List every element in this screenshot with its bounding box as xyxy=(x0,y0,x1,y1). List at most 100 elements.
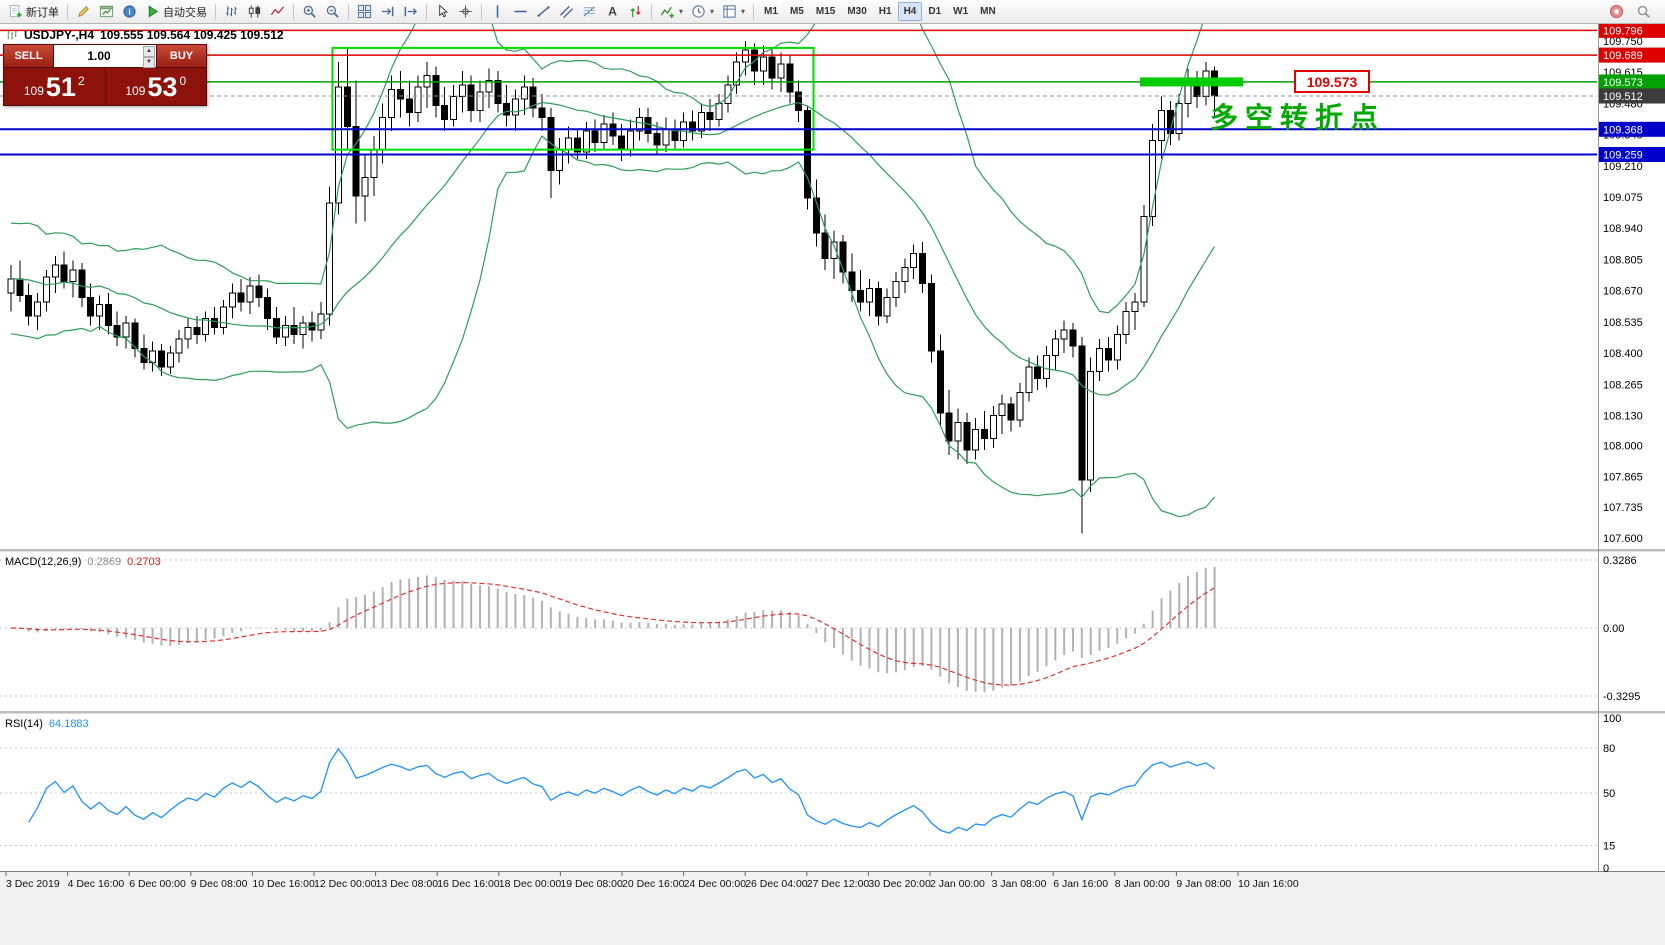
vertical-line-button[interactable] xyxy=(486,2,509,22)
zoom-in-button[interactable] xyxy=(298,2,321,22)
tile-windows-button[interactable] xyxy=(353,2,376,22)
line-chart-button[interactable] xyxy=(266,2,289,22)
time-axis-label: 19 Dec 08:00 xyxy=(560,878,623,890)
bar-chart-button[interactable] xyxy=(220,2,243,22)
time-axis-strip[interactable] xyxy=(0,872,1665,945)
auto-scroll-icon xyxy=(381,6,394,17)
timeframe-w1-button[interactable]: W1 xyxy=(953,6,969,17)
indicators-dropdown[interactable]: ▾ xyxy=(656,2,687,22)
help-button[interactable]: i xyxy=(118,2,141,22)
volume-spinner: ▲ ▼ xyxy=(143,46,155,68)
timeframe-mn-button[interactable]: MN xyxy=(980,6,996,17)
new-order-label: 新订单 xyxy=(26,6,59,19)
macd-name: MACD(12,26,9) xyxy=(5,556,82,568)
periods-dropdown[interactable]: ▾ xyxy=(687,2,718,22)
timeframe-h4-button[interactable]: H4 xyxy=(897,2,923,21)
timeframe-d1-button[interactable]: D1 xyxy=(928,6,942,17)
price-marker xyxy=(1599,121,1665,137)
rsi-scale-label: 15 xyxy=(1603,841,1615,853)
price-tick-label: 108.805 xyxy=(1603,254,1643,266)
crosshair-button[interactable] xyxy=(454,2,477,22)
macd-scale-label: 0.3286 xyxy=(1603,555,1637,567)
chart-window-icon xyxy=(99,5,114,18)
svg-text:A: A xyxy=(608,5,617,19)
main-price-pane xyxy=(0,24,1597,534)
bollinger-bands xyxy=(10,24,1216,518)
horizontal-line-button[interactable] xyxy=(509,2,532,22)
pane-splitter[interactable] xyxy=(0,711,1665,714)
time-axis[interactable]: 3 Dec 2019 4 Dec 16:00 6 Dec 00:00 9 Dec 08… xyxy=(5,872,1299,890)
chart-title-icon xyxy=(7,30,18,40)
timeframe-m5-button[interactable]: M5 xyxy=(789,6,804,17)
support-icon xyxy=(1609,4,1624,19)
macd-histogram xyxy=(18,566,1216,693)
hline-price-label[interactable]: 109.573 xyxy=(1294,70,1370,93)
chart-shift-icon xyxy=(404,6,418,17)
arrows-button[interactable] xyxy=(624,2,647,22)
chevron-down-icon: ▾ xyxy=(679,7,684,16)
metaeditor-button[interactable] xyxy=(72,2,95,22)
timeframe-m1-button[interactable]: M1 xyxy=(764,6,778,17)
search-button[interactable] xyxy=(1632,2,1655,22)
sell-button[interactable]: SELL xyxy=(4,45,54,67)
toolbar-separator xyxy=(651,3,652,20)
price-tick-label: 108.130 xyxy=(1603,410,1643,422)
chart-annotation-text: 多空转折点 xyxy=(1210,102,1386,133)
pane-splitter[interactable] xyxy=(0,549,1665,552)
candlesticks xyxy=(7,41,1219,534)
templates-dropdown[interactable]: ▾ xyxy=(718,2,749,22)
autotrading-button[interactable]: 自动交易 xyxy=(141,2,211,22)
play-icon xyxy=(148,5,159,18)
sell-price-small: 109 xyxy=(23,84,44,98)
support-button[interactable] xyxy=(1605,2,1628,22)
volume-input[interactable] xyxy=(54,45,156,67)
candlestick-chart-button[interactable] xyxy=(243,2,266,22)
tile-windows-icon xyxy=(357,4,372,19)
autotrading-label: 自动交易 xyxy=(163,6,207,19)
buy-button[interactable]: BUY xyxy=(156,45,206,67)
text-label-button[interactable]: A xyxy=(601,2,624,22)
time-axis-label: 3 Jan 08:00 xyxy=(992,878,1047,890)
price-marker-label: 109.512 xyxy=(1603,91,1643,103)
consolidation-rectangle[interactable] xyxy=(331,46,815,151)
auto-scroll-button[interactable] xyxy=(376,2,399,22)
time-axis-label: 12 Dec 00:00 xyxy=(314,878,377,890)
buy-price[interactable]: 109 53 0 xyxy=(106,68,207,105)
sell-price[interactable]: 109 51 2 xyxy=(4,68,106,105)
volume-down-icon[interactable]: ▼ xyxy=(143,57,155,68)
price-marker-label: 109.796 xyxy=(1603,25,1643,37)
price-scale[interactable]: 109.750109.615109.480109.345109.210109.0… xyxy=(1599,22,1665,875)
timeframe-h1-button[interactable]: H1 xyxy=(878,6,892,17)
timeframe-m30-button[interactable]: M30 xyxy=(847,6,867,17)
market-watch-button[interactable] xyxy=(95,2,118,22)
cursor-button[interactable] xyxy=(431,2,454,22)
arrows-tool-icon xyxy=(630,5,641,18)
line-chart-icon xyxy=(270,6,285,16)
one-click-top-row: SELL ▲ ▼ BUY xyxy=(4,45,206,68)
chart-shift-button[interactable] xyxy=(399,2,422,22)
fibonacci-button[interactable] xyxy=(578,2,601,22)
indicators-icon xyxy=(660,6,675,19)
price-marker xyxy=(1599,147,1665,163)
time-axis-label: 16 Dec 16:00 xyxy=(437,878,500,890)
price-marker-label: 109.689 xyxy=(1603,50,1643,62)
time-axis-label: 30 Dec 20:00 xyxy=(868,878,931,890)
horizontal-line-icon xyxy=(514,10,527,13)
turning-point-highlight[interactable] xyxy=(1140,77,1243,87)
timeframe-m15-button[interactable]: M15 xyxy=(815,6,836,17)
zoom-out-button[interactable] xyxy=(321,2,344,22)
rsi-value: 64.1883 xyxy=(48,718,89,730)
macd-scale-label: 0.00 xyxy=(1603,623,1624,635)
crosshair-icon xyxy=(459,5,472,18)
price-tick-label: 109.210 xyxy=(1603,161,1643,173)
svg-text:i: i xyxy=(128,6,130,16)
time-axis-label: 6 Jan 16:00 xyxy=(1053,878,1108,890)
toolbar-separator xyxy=(67,3,68,20)
volume-up-icon[interactable]: ▲ xyxy=(143,46,155,57)
trendline-button[interactable] xyxy=(532,2,555,22)
new-order-button[interactable]: 新订单 xyxy=(4,2,63,22)
channel-button[interactable] xyxy=(555,2,578,22)
rsi-name: RSI(14) xyxy=(5,718,43,730)
